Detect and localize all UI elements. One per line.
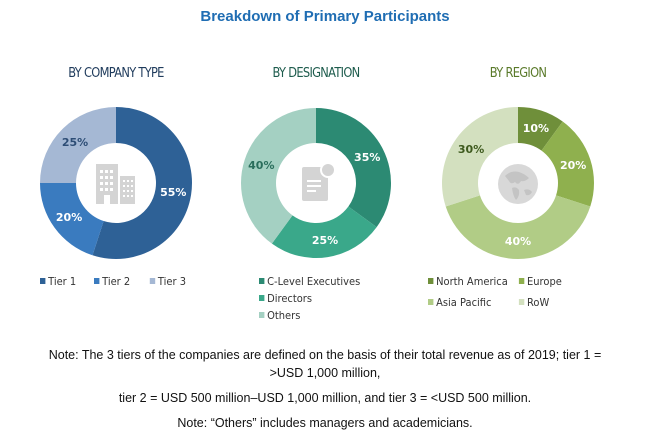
note-line-2: >USD 1,000 million,: [269, 366, 381, 380]
data-label: 25%: [62, 136, 88, 149]
donut-region: 10% 20% 40% 30%: [442, 107, 594, 259]
data-label: 25%: [312, 234, 338, 247]
legend-swatch: [428, 299, 434, 305]
legend-item: North America: [428, 275, 508, 288]
legend-item: Europe: [518, 275, 562, 288]
donut-slice-others: [240, 108, 316, 244]
donut-slice-europe: [541, 121, 594, 207]
document-icon: [302, 162, 336, 201]
legend-label: Tier 1: [48, 275, 77, 288]
legend-item: Others: [259, 309, 300, 322]
legend-item: Asia Pacific: [428, 296, 491, 309]
note-line-1: Note: The 3 tiers of the companies are d…: [48, 348, 602, 362]
donut-designation: 35% 25% 40%: [240, 108, 391, 258]
donut-slice-tier-3: [40, 107, 116, 183]
legend-label: RoW: [527, 296, 550, 309]
legend-item: Directors: [259, 292, 312, 305]
legend-item: Tier 3: [149, 275, 187, 288]
donut-slice-asia-pacific: [445, 195, 591, 259]
page-title: Breakdown of Primary Participants: [200, 8, 450, 25]
donut-slice-directors: [271, 206, 377, 258]
legend-label: Tier 2: [102, 275, 131, 288]
legend-swatch: [94, 278, 100, 284]
donut-slice-tier-2: [40, 183, 104, 256]
data-label: 20%: [560, 159, 586, 172]
note-line-4: Note: “Others” includes managers and aca…: [177, 416, 473, 430]
chart-title-region: BY REGION: [489, 66, 547, 81]
note-line-3: tier 2 = USD 500 million–USD 1,000 milli…: [118, 391, 532, 405]
legend-label: Europe: [527, 275, 562, 288]
data-label: 40%: [505, 235, 531, 248]
building-icon: [96, 164, 135, 204]
legend-swatch: [149, 278, 156, 284]
donut-slice-tier-1: [92, 107, 193, 259]
chart-title-designation: BY DESIGNATION: [272, 66, 361, 81]
legend-swatch: [518, 278, 525, 284]
legend-swatch: [428, 278, 434, 284]
legend-swatch: [259, 295, 265, 301]
data-label: 30%: [458, 143, 484, 156]
legend-swatch: [259, 278, 265, 284]
legend-swatch: [518, 299, 525, 305]
legend-label: C-Level Executives: [267, 275, 361, 288]
legend-label: Tier 3: [157, 275, 187, 288]
legend-item: RoW: [518, 296, 550, 309]
legend-swatch: [259, 312, 265, 318]
donut-slice-row: [442, 107, 518, 207]
chart-title-company-type: BY COMPANY TYPE: [68, 66, 164, 81]
legend-label: Others: [267, 309, 301, 322]
legend-item: Tier 1: [40, 275, 76, 288]
legend-item: C-Level Executives: [259, 275, 360, 288]
legend-item: Tier 2: [94, 275, 130, 288]
data-label: 35%: [354, 151, 380, 164]
legend-swatch: [40, 278, 46, 284]
donut-slice-c-level-executives: [316, 108, 391, 228]
data-label: 20%: [56, 211, 82, 224]
donut-company-type: 55% 20% 25%: [40, 107, 193, 259]
legend-label: Asia Pacific: [436, 296, 492, 309]
donut-slice-north-america: [518, 107, 563, 151]
data-label: 10%: [523, 122, 549, 135]
data-label: 55%: [160, 186, 186, 199]
data-label: 40%: [248, 159, 274, 172]
legend-label: North America: [436, 275, 508, 288]
legend-label: Directors: [267, 292, 313, 305]
globe-icon: [498, 164, 538, 204]
